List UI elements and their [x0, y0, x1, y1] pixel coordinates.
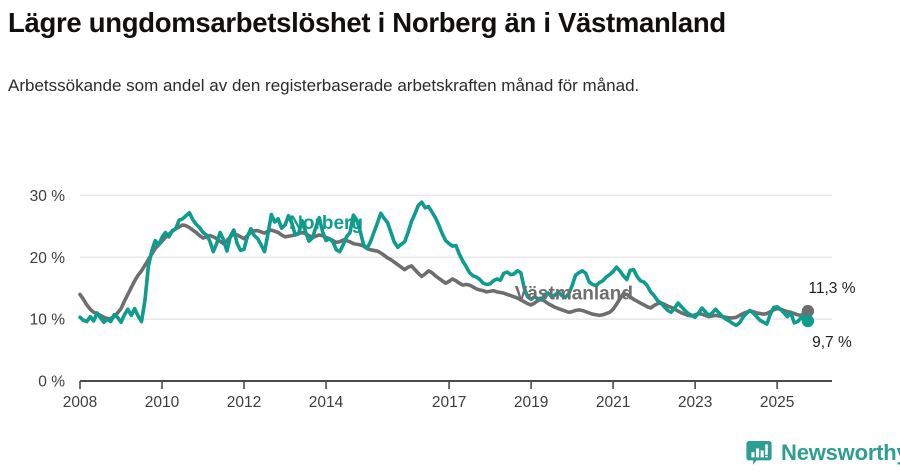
y-axis-tick-label: 20 %: [30, 250, 66, 267]
y-axis-tick-label: 30 %: [30, 188, 66, 205]
x-axis-tick-label: 2017: [432, 394, 466, 411]
line-chart: 0 % 10 % 20 % 30 % 2008 2010 2012 2014 2017 2019 2…: [30, 188, 856, 411]
x-axis-tick-label: 2021: [596, 394, 630, 411]
x-axis-tick-label: 2014: [309, 394, 344, 411]
series-line-norberg: [78, 200, 810, 328]
newsworthy-logo: Newsworthy: [746, 440, 900, 466]
x-axis-tick-label: 2025: [760, 394, 794, 411]
x-axis-tick-label: 2019: [514, 394, 548, 411]
bar-chart-bubble-icon: [746, 440, 772, 466]
x-axis-tick-label: 2008: [63, 394, 97, 411]
x-axis-tick-label: 2012: [227, 394, 261, 411]
page-title: Lägre ungdomsarbetslöshet i Norberg än i…: [8, 7, 726, 38]
x-axis-tick-label: 2010: [145, 394, 180, 411]
y-axis-tick-label: 10 %: [30, 312, 66, 329]
end-point-marker-norberg: [801, 314, 815, 328]
series-line-västmanland: [78, 223, 810, 321]
chart-container: 0 % 10 % 20 % 30 % 2008 2010 2012 2014 2017 2019 2…: [0, 150, 900, 415]
x-axis-tick-label: 2023: [678, 394, 712, 411]
page-subtitle: Arbetssökande som andel av den registerb…: [8, 76, 640, 95]
end-point-marker-västmanland: [801, 304, 815, 318]
series-label-västmanland: Västmanland: [515, 283, 633, 304]
end-value-label-västmanland: 11,3 %: [808, 280, 855, 297]
series-label-norberg: Norberg: [289, 213, 363, 234]
brand-name: Newsworthy: [781, 440, 900, 465]
end-value-label-norberg: 9,7 %: [812, 334, 852, 351]
y-axis-tick-label: 0 %: [38, 374, 65, 391]
